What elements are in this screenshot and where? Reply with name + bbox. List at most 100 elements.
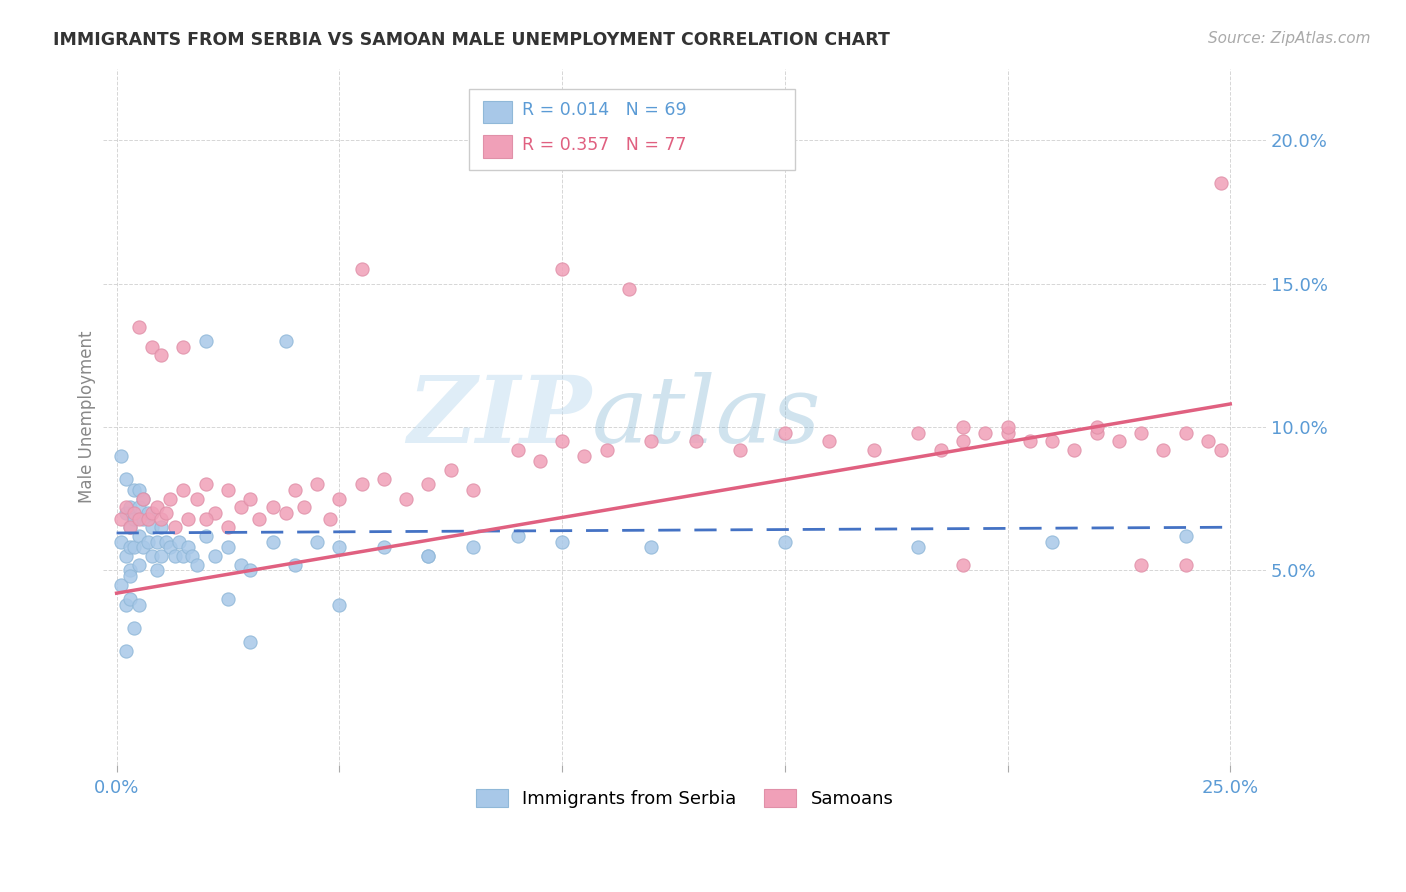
Point [292,500,315,515]
FancyBboxPatch shape [484,101,512,123]
Point [818,434,841,449]
Point [181,549,204,563]
Point [186,491,208,506]
Point [1063,442,1085,457]
Point [952,434,974,449]
Point [907,425,929,440]
Point [141,340,163,354]
Point [128,483,150,497]
Point [194,477,217,491]
Point [141,549,163,563]
Point [128,511,150,525]
Y-axis label: Male Unemployment: Male Unemployment [79,331,96,503]
Point [328,491,350,506]
Point [773,425,796,440]
Point [640,434,662,449]
Point [274,506,297,520]
Point [118,541,141,555]
Point [172,483,194,497]
Text: Source: ZipAtlas.com: Source: ZipAtlas.com [1208,31,1371,46]
Point [307,534,329,549]
Point [350,262,373,277]
Point [118,520,141,534]
Point [1018,434,1040,449]
Point [128,319,150,334]
Point [284,483,307,497]
Point [1152,442,1174,457]
Point [136,534,159,549]
Point [506,442,529,457]
Point [163,520,186,534]
Point [974,425,997,440]
Point [1174,558,1197,572]
Point [284,558,307,572]
Point [110,449,132,463]
Point [124,506,146,520]
Point [114,500,136,515]
Text: atlas: atlas [592,372,821,462]
Point [118,563,141,577]
Point [124,511,146,525]
Point [274,334,297,348]
Point [239,635,262,649]
Point [231,500,253,515]
Point [204,506,226,520]
Point [728,442,751,457]
Point [128,558,150,572]
Point [551,434,574,449]
Point [863,442,886,457]
Text: R = 0.357   N = 77: R = 0.357 N = 77 [522,136,686,154]
Point [551,262,574,277]
Point [231,558,253,572]
Point [132,491,155,506]
Point [262,534,284,549]
Point [1197,434,1219,449]
Point [167,534,190,549]
Point [118,520,141,534]
Point [239,491,262,506]
Point [319,511,342,525]
Point [373,471,395,485]
Point [929,442,952,457]
Point [150,511,173,525]
Point [194,334,217,348]
Point [952,420,974,434]
Point [155,506,177,520]
Point [685,434,707,449]
Point [1174,425,1197,440]
Point [177,541,200,555]
Point [529,454,551,468]
Point [1174,529,1197,543]
Text: IMMIGRANTS FROM SERBIA VS SAMOAN MALE UNEMPLOYMENT CORRELATION CHART: IMMIGRANTS FROM SERBIA VS SAMOAN MALE UN… [53,31,890,49]
Text: ZIP: ZIP [408,372,592,462]
Point [595,442,617,457]
Point [328,598,350,612]
Point [1085,420,1108,434]
Point [110,534,132,549]
Point [136,511,159,525]
Point [118,591,141,606]
Point [204,549,226,563]
Point [440,463,463,477]
Point [172,549,194,563]
FancyBboxPatch shape [470,89,794,169]
Point [128,529,150,543]
Point [118,569,141,583]
Point [124,483,146,497]
Point [145,500,167,515]
Point [132,491,155,506]
Point [159,541,181,555]
Text: R = 0.014   N = 69: R = 0.014 N = 69 [522,102,686,120]
Point [155,534,177,549]
Point [217,591,239,606]
Point [1211,176,1233,190]
Point [461,483,484,497]
Point [307,477,329,491]
Point [506,529,529,543]
Point [110,577,132,591]
Point [132,511,155,525]
Point [1211,442,1233,457]
Point [418,477,440,491]
Point [247,511,270,525]
Point [373,541,395,555]
